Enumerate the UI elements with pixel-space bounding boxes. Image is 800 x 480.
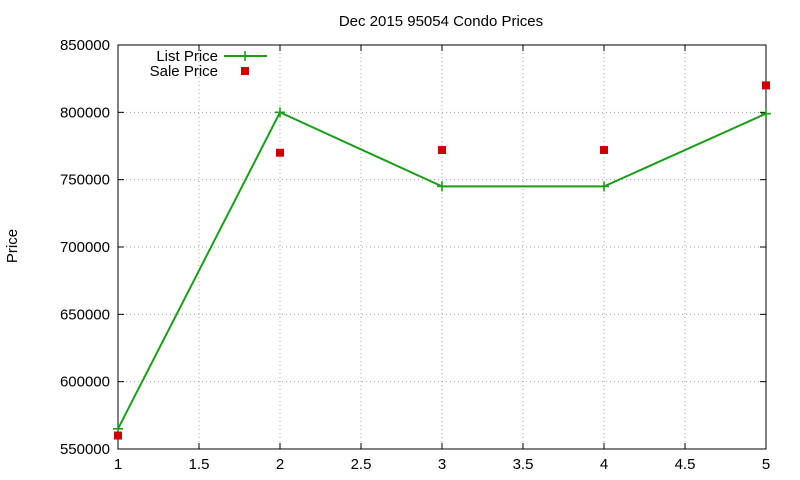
y-axis-label: Price	[4, 229, 21, 263]
x-tick-label: 1.5	[189, 456, 210, 473]
x-tick-label: 1	[114, 456, 122, 473]
y-tick-label: 800000	[60, 104, 110, 121]
sale-price-point	[762, 81, 770, 90]
x-tick-label: 5	[762, 456, 770, 473]
sale-price-point	[114, 431, 122, 440]
x-tick-label: 2.5	[351, 456, 372, 473]
sale-price-point	[600, 146, 608, 155]
y-tick-label: 650000	[60, 306, 110, 323]
series-layer	[113, 81, 771, 440]
legend-marker-list-price	[240, 51, 250, 61]
list-price-point	[761, 108, 771, 119]
chart-title: Dec 2015 95054 Condo Prices	[339, 13, 543, 30]
y-tick-label: 700000	[60, 239, 110, 256]
x-tick-label: 4	[600, 456, 608, 473]
x-tick-label: 3.5	[513, 456, 534, 473]
y-tick-label: 550000	[60, 441, 110, 458]
y-tick-label: 600000	[60, 374, 110, 391]
legend-marker-sale-price	[241, 67, 249, 75]
y-tick-label: 850000	[60, 37, 110, 54]
list-price-point	[275, 107, 285, 118]
sale-price-point	[438, 146, 446, 155]
x-tick-label: 4.5	[675, 456, 696, 473]
y-tick-label: 750000	[60, 172, 110, 189]
x-tick-label: 2	[276, 456, 284, 473]
list-price-point	[599, 181, 609, 192]
x-tick-label: 3	[438, 456, 446, 473]
axes-layer: 1 1.5 2 2.5 3 3.5 4 4.5 5 550000 600000 650000 70000…	[60, 37, 770, 473]
legend-label-list-price: List Price	[156, 48, 218, 65]
sale-price-point	[276, 148, 284, 157]
list-price-point	[437, 181, 447, 192]
grid-layer	[118, 45, 766, 449]
legend-label-sale-price: Sale Price	[150, 63, 218, 80]
